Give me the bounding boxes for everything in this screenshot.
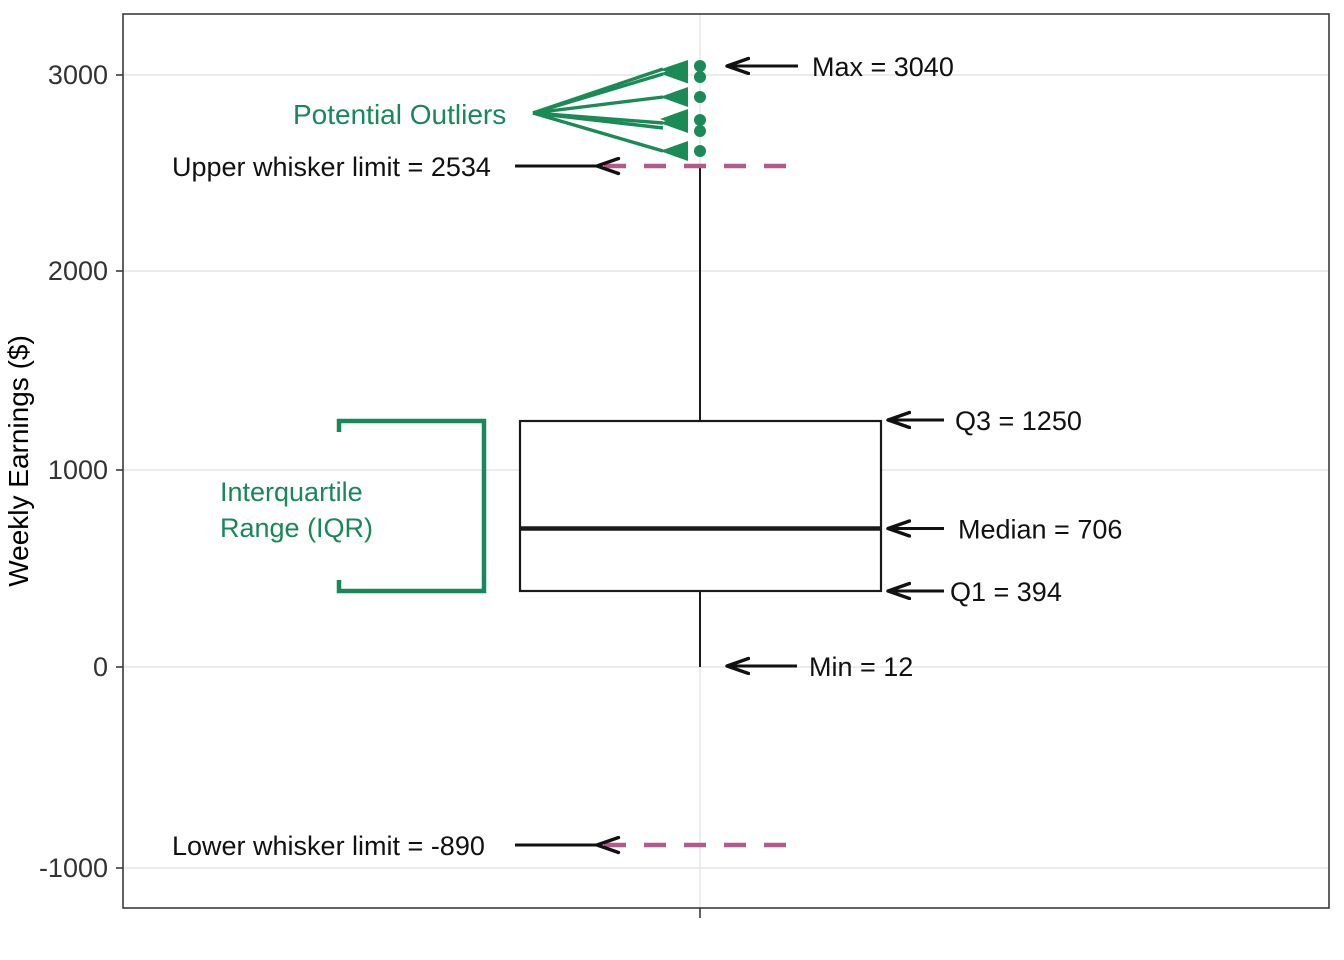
svg-text:Lower whisker limit = -890: Lower whisker limit = -890 [172, 831, 485, 861]
svg-text:Max = 3040: Max = 3040 [812, 52, 954, 82]
svg-text:Upper whisker limit = 2534: Upper whisker limit = 2534 [172, 152, 491, 182]
svg-text:Weekly Earnings ($): Weekly Earnings ($) [3, 335, 34, 587]
svg-text:2000: 2000 [48, 256, 108, 286]
svg-text:Interquartile: Interquartile [220, 477, 363, 507]
svg-text:0: 0 [93, 652, 108, 682]
svg-text:Range (IQR): Range (IQR) [220, 513, 373, 543]
svg-text:1000: 1000 [48, 455, 108, 485]
svg-text:Min = 12: Min = 12 [809, 652, 913, 682]
svg-text:-1000: -1000 [39, 853, 108, 883]
svg-text:Median = 706: Median = 706 [958, 515, 1122, 545]
svg-text:Q1 = 394: Q1 = 394 [950, 577, 1062, 607]
svg-text:3000: 3000 [48, 60, 108, 90]
svg-text:Q3 = 1250: Q3 = 1250 [955, 406, 1082, 436]
svg-text:Potential Outliers: Potential Outliers [293, 99, 506, 130]
